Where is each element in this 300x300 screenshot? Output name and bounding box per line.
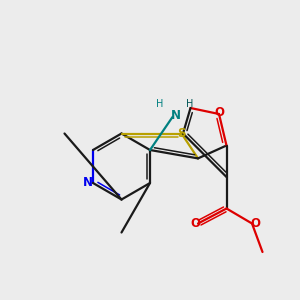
Text: S: S <box>177 127 186 140</box>
Text: O: O <box>250 217 260 230</box>
Text: N: N <box>170 109 181 122</box>
Text: H: H <box>156 99 164 110</box>
Text: H: H <box>186 99 194 110</box>
Text: O: O <box>214 106 224 119</box>
Text: N: N <box>82 176 93 190</box>
Text: O: O <box>190 217 200 230</box>
